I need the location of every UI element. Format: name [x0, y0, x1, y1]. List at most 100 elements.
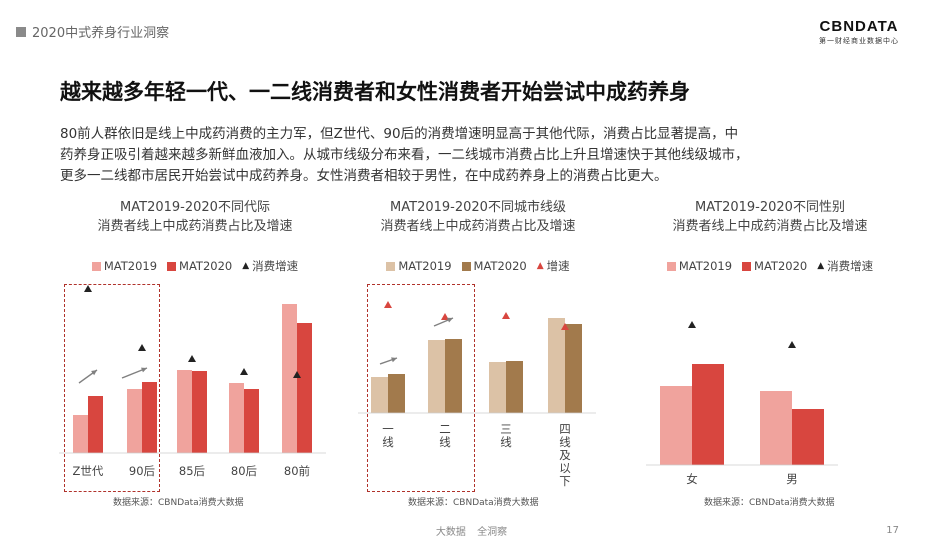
description: 80前人群依旧是线上中成药消费的主力军，但Z世代、90后的消费增速明显高于其他代…	[60, 124, 920, 187]
header-tag-text: 2020中式养身行业洞察	[32, 26, 170, 41]
highlight-box-tier12	[367, 284, 475, 492]
bar-mat2019	[489, 362, 506, 413]
category-label: 一	[382, 422, 394, 436]
category-label: Z世代	[73, 464, 104, 478]
category-label: 下	[559, 474, 571, 488]
bar-mat2020	[445, 339, 462, 413]
legend-item: MAT2019	[666, 258, 733, 274]
legend-swatch	[91, 261, 101, 271]
growth-marker	[502, 312, 510, 319]
legend-item: MAT2020	[167, 258, 232, 274]
chart-title-line: 消费者线上中成药消费占比及增速	[672, 219, 868, 234]
bar-mat2019	[177, 370, 192, 453]
triangle-icon: ▲	[536, 261, 544, 271]
description-line: 80前人群依旧是线上中成药消费的主力军，但Z世代、90后的消费增速明显高于其他代…	[60, 126, 739, 142]
footer-right: 全洞察	[477, 527, 508, 538]
legend-label: MAT2019	[398, 259, 452, 273]
chart-legend: MAT2019 MAT2020 ▲ 增速	[358, 258, 598, 274]
growth-marker	[561, 323, 569, 330]
trend-arrow-head	[391, 357, 397, 363]
bar-mat2019	[660, 386, 692, 465]
bar-mat2020	[506, 361, 523, 413]
chart-plot: Z世代 90后 85后 80后 80前	[59, 285, 326, 478]
bar-mat2020	[565, 324, 582, 413]
chart-title: MAT2019-2020不同城市线级 消费者线上中成药消费占比及增速	[358, 198, 598, 236]
category-label: 以	[559, 461, 571, 475]
chart-city-tier: MAT2019-2020不同城市线级 消费者线上中成药消费占比及增速 MAT20…	[358, 198, 598, 508]
category-label: 及	[559, 448, 571, 462]
legend-swatch	[666, 261, 676, 271]
legend-swatch	[167, 261, 177, 271]
footer: 大数据 全洞察	[0, 523, 943, 538]
source-note: 数据来源：CBNData消费大数据	[113, 498, 244, 508]
bar-mat2020	[88, 396, 103, 453]
chart-legend: MAT2019 MAT2020 ▲ 消费增速	[630, 258, 910, 274]
triangle-icon: ▲	[242, 261, 250, 271]
bar-mat2019	[229, 383, 244, 453]
bar-mat2019	[282, 304, 297, 453]
chart-title-line: 消费者线上中成药消费占比及增速	[97, 219, 293, 234]
category-label: 线	[559, 435, 571, 449]
category-label: 90后	[129, 464, 155, 478]
trend-arrow-head	[141, 367, 147, 373]
legend-label: MAT2019	[678, 259, 733, 273]
bar-mat2019	[73, 415, 88, 453]
legend-item: MAT2019	[386, 258, 452, 274]
legend-swatch	[742, 261, 752, 271]
page-title: 越来越多年轻一代、一二线消费者和女性消费者开始尝试中成药养身	[60, 80, 690, 104]
legend-item: MAT2020	[742, 258, 807, 274]
logo-subtitle: 第一财经商业数据中心	[819, 37, 899, 45]
trend-arrow-head	[91, 370, 97, 376]
chart-generation: MAT2019-2020不同代际 消费者线上中成药消费占比及增速 MAT2019…	[55, 198, 335, 508]
category-label: 四	[559, 422, 571, 436]
category-label: 男	[786, 472, 798, 486]
bar-mat2019	[371, 377, 388, 413]
bar-mat2019	[127, 389, 142, 453]
chart-title-line: MAT2019-2020不同代际	[120, 200, 270, 215]
chart-title: MAT2019-2020不同性别 消费者线上中成药消费占比及增速	[630, 198, 910, 236]
bar-mat2019	[760, 391, 792, 465]
chart-title-line: 消费者线上中成药消费占比及增速	[380, 219, 576, 234]
chart-title-line: MAT2019-2020不同性别	[695, 200, 845, 215]
legend-swatch	[386, 261, 396, 271]
legend-label: 消费增速	[252, 259, 299, 273]
legend-label: MAT2020	[754, 259, 808, 273]
bar-mat2020	[692, 364, 724, 465]
category-label: 线	[500, 435, 512, 449]
bar-mat2020	[192, 371, 207, 453]
description-line: 药养身正吸引着越来越多新鲜血液加入。从城市线级分布来看，一二线城市消费占比上升且…	[60, 147, 749, 163]
legend-item: ▲ 增速	[537, 258, 570, 274]
growth-marker	[84, 285, 92, 292]
growth-marker	[138, 344, 146, 351]
growth-marker	[688, 321, 696, 328]
category-label: 线	[382, 435, 394, 449]
bar-mat2020	[297, 323, 312, 453]
category-label: 85后	[179, 464, 205, 478]
growth-marker	[788, 341, 796, 348]
legend-item: ▲ 消费增速	[817, 258, 873, 274]
header-square-icon	[16, 26, 26, 37]
bar-mat2019	[548, 318, 565, 413]
source-note: 数据来源：CBNData消费大数据	[408, 498, 539, 508]
growth-marker	[441, 313, 449, 320]
legend-item: MAT2020	[461, 258, 527, 274]
source-note: 数据来源：CBNData消费大数据	[704, 498, 835, 508]
category-label: 二	[439, 422, 451, 436]
legend-item: MAT2019	[91, 258, 157, 274]
bar-mat2020	[142, 382, 157, 453]
growth-marker	[384, 301, 392, 308]
bar-mat2020	[792, 409, 824, 465]
growth-marker	[240, 368, 248, 375]
chart-title-line: MAT2019-2020不同城市线级	[390, 200, 566, 215]
category-label: 80前	[284, 464, 310, 478]
legend-label: 消费增速	[827, 259, 874, 273]
chart-title: MAT2019-2020不同代际 消费者线上中成药消费占比及增速	[55, 198, 335, 236]
chart-legend: MAT2019 MAT2020 ▲ 消费增速	[55, 258, 335, 274]
growth-marker	[188, 355, 196, 362]
category-label: 80后	[231, 464, 257, 478]
header-tag: 2020中式养身行业洞察	[16, 22, 169, 41]
category-label: 女	[686, 472, 698, 486]
bar-mat2020	[244, 389, 259, 453]
legend-label: MAT2020	[473, 259, 527, 273]
